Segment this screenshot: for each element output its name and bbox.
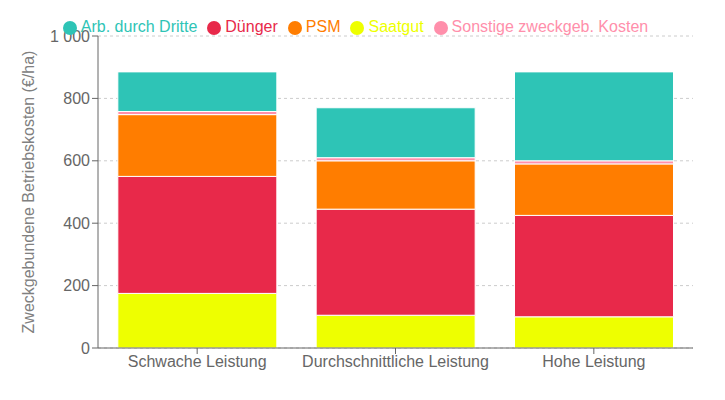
html-text:Sonstige zweckgeb. Kosten: Sonstige zweckgeb. Kosten bbox=[451, 18, 649, 35]
svg-text:Schwache Leistung: Schwache Leistung bbox=[128, 353, 267, 370]
svg-text:Durchschnittliche Leistung: Durchschnittliche Leistung bbox=[302, 353, 489, 370]
html-text:Saatgut: Saatgut bbox=[368, 18, 424, 35]
svg-text:200: 200 bbox=[63, 277, 90, 294]
html-text:Arb. durch Dritte: Arb. durch Dritte bbox=[80, 18, 198, 35]
svg-text:Zweckgebundene Betriebskosten: Zweckgebundene Betriebskosten (€/ha) bbox=[20, 51, 37, 334]
svg-text:1 000: 1 000 bbox=[50, 28, 90, 45]
svg-text:600: 600 bbox=[63, 152, 90, 169]
svg-text:400: 400 bbox=[63, 215, 90, 232]
svg-text:Hohe Leistung: Hohe Leistung bbox=[542, 353, 645, 370]
html-text:PSM: PSM bbox=[305, 18, 341, 35]
html-text:Dünger: Dünger bbox=[225, 18, 278, 35]
svg-text:800: 800 bbox=[63, 90, 90, 107]
svg-text:0: 0 bbox=[81, 340, 90, 357]
